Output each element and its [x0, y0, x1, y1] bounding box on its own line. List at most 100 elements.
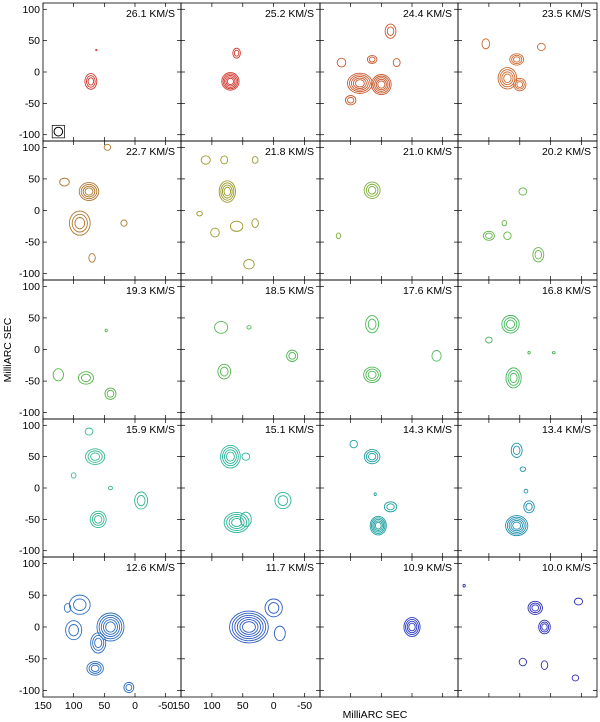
- contour-level: [231, 518, 243, 527]
- contour-level: [241, 452, 251, 461]
- channel-panel: 21.8 KM/S: [180, 140, 321, 281]
- y-tick-label: -50: [25, 376, 40, 388]
- contour-level: [84, 73, 98, 90]
- emission-source: [365, 315, 380, 334]
- y-tick-label: 100: [22, 281, 40, 293]
- contour-level: [513, 56, 521, 63]
- emission-source: [537, 42, 546, 51]
- velocity-label: 17.6 KM/S: [403, 285, 452, 297]
- panel-frame: [180, 556, 321, 698]
- contour-level: [107, 485, 113, 491]
- contour-level: [408, 622, 416, 632]
- contour-level: [501, 71, 514, 86]
- contour-level: [372, 75, 391, 94]
- emission-source: [123, 681, 135, 693]
- contour-level: [78, 182, 100, 201]
- emission-source: [523, 500, 535, 514]
- x-tick-label: 50: [237, 700, 249, 712]
- emission-source: [88, 253, 96, 263]
- contour-level: [349, 439, 358, 449]
- contour-level: [369, 515, 387, 536]
- contour-level: [251, 156, 259, 164]
- contour-level: [431, 349, 442, 362]
- contour-level: [225, 76, 236, 87]
- panel-frame: [42, 2, 182, 142]
- y-tick-label: -50: [25, 98, 40, 110]
- contour-level: [222, 447, 239, 467]
- channel-panel: 10.0 KM/S: [457, 556, 598, 698]
- channel-panel: 11.7 KM/S: [180, 556, 321, 698]
- emission-source: [232, 47, 241, 59]
- emission-source: [485, 336, 493, 344]
- contour-level: [91, 512, 105, 526]
- emission-source: [363, 366, 382, 383]
- contour-level: [527, 350, 531, 355]
- emission-source: [501, 219, 508, 227]
- panel-frame: [180, 279, 321, 420]
- contour-level: [573, 597, 584, 606]
- contour-level: [347, 72, 373, 94]
- emission-source: [217, 363, 232, 380]
- contour-level: [104, 387, 117, 400]
- emission-source: [571, 674, 580, 682]
- emission-source: [345, 95, 357, 106]
- contour-level: [540, 660, 549, 670]
- contour-level: [373, 492, 377, 497]
- emission-source: [336, 57, 347, 68]
- contour-level: [223, 186, 232, 197]
- velocity-label: 19.3 KM/S: [126, 285, 175, 297]
- contour-level: [392, 58, 401, 68]
- contour-level: [503, 73, 512, 83]
- contour-level: [221, 72, 240, 91]
- y-axis-label: MilliARC SEC: [2, 317, 14, 382]
- emission-source: [104, 387, 117, 400]
- contour-level: [106, 389, 115, 398]
- emission-source: [527, 600, 543, 615]
- y-tick-label: -100: [19, 129, 40, 141]
- contour-level: [503, 231, 512, 241]
- y-tick-label: -100: [19, 545, 40, 557]
- emission-source: [52, 368, 64, 382]
- contour-level: [537, 42, 546, 51]
- emission-source: [89, 510, 107, 528]
- contour-level: [232, 47, 241, 59]
- x-axis-label: MilliARC SEC: [343, 709, 408, 721]
- contour-level: [501, 314, 520, 334]
- velocity-label: 18.5 KM/S: [265, 285, 314, 297]
- emission-source: [482, 230, 495, 241]
- emission-source: [214, 320, 229, 334]
- contour-level: [365, 315, 380, 334]
- contour-level: [523, 488, 529, 494]
- emission-source: [95, 48, 98, 52]
- contour-level: [70, 472, 77, 479]
- contour-level: [68, 624, 79, 637]
- emission-source: [371, 74, 392, 96]
- contour-level: [529, 602, 541, 614]
- emission-source: [90, 632, 107, 654]
- y-tick-label: 100: [22, 4, 40, 16]
- contour-level: [86, 75, 96, 88]
- emission-source: [481, 38, 491, 50]
- contour-level: [98, 614, 123, 640]
- x-tick-label: -50: [158, 700, 173, 712]
- emission-source: [104, 328, 108, 333]
- emission-source: [518, 657, 528, 667]
- contour-level: [347, 96, 355, 104]
- emission-source: [551, 351, 556, 355]
- contour-level: [246, 325, 252, 330]
- contour-level: [239, 619, 259, 635]
- emission-source: [523, 488, 529, 494]
- velocity-label: 11.7 KM/S: [266, 562, 314, 574]
- contour-level: [87, 450, 103, 463]
- channel-panel: 18.5 KM/S: [180, 279, 321, 420]
- y-tick-label: 100: [22, 558, 40, 570]
- emission-source: [373, 492, 377, 497]
- contour-level: [220, 444, 241, 469]
- contour-level: [368, 452, 377, 461]
- contour-level: [384, 23, 397, 39]
- emission-source: [363, 181, 381, 199]
- contour-level: [367, 185, 377, 195]
- contour-level: [505, 367, 522, 389]
- emission-source: [210, 227, 220, 238]
